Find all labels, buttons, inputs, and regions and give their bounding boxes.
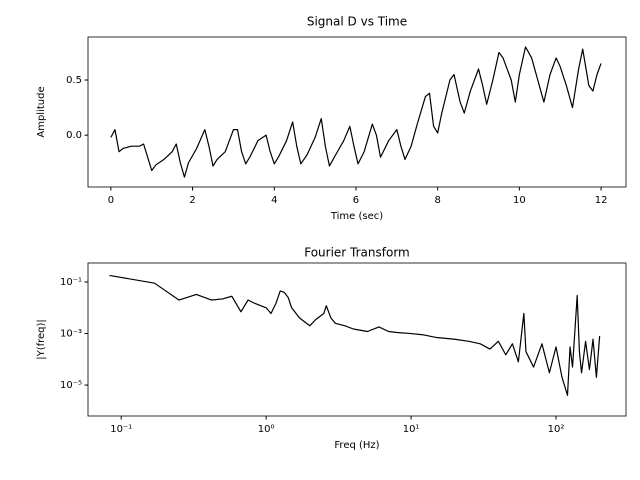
y-axis-label: |Y(freq)| bbox=[36, 319, 47, 360]
x-tick-label: 10¹ bbox=[403, 424, 420, 435]
x-tick-label: 10⁰ bbox=[258, 424, 275, 435]
chart-title: Fourier Transform bbox=[304, 246, 410, 260]
x-tick-label: 8 bbox=[434, 195, 440, 206]
plot-frame bbox=[87, 36, 627, 188]
chart-title: Signal D vs Time bbox=[307, 15, 407, 29]
x-tick-label: 10 bbox=[513, 195, 526, 206]
x-axis-label: Freq (Hz) bbox=[334, 440, 379, 451]
y-tick-label: 10⁻³ bbox=[60, 329, 82, 340]
y-tick-label: 0.5 bbox=[66, 75, 82, 86]
x-tick-label: 10⁻¹ bbox=[110, 424, 132, 435]
data-line bbox=[110, 46, 602, 178]
y-tick-label: 10⁻¹ bbox=[60, 277, 82, 288]
x-tick-label: 2 bbox=[189, 195, 195, 206]
x-tick-label: 12 bbox=[595, 195, 608, 206]
x-axis-label: Time (sec) bbox=[330, 211, 383, 222]
y-axis-label: Amplitude bbox=[36, 86, 47, 137]
data-line bbox=[109, 274, 601, 396]
plot-frame bbox=[87, 262, 627, 417]
x-tick-label: 0 bbox=[108, 195, 114, 206]
x-tick-label: 10² bbox=[548, 424, 565, 435]
x-tick-label: 6 bbox=[353, 195, 359, 206]
x-tick-label: 4 bbox=[271, 195, 277, 206]
y-tick-label: 0.0 bbox=[66, 130, 82, 141]
y-tick-label: 10⁻⁵ bbox=[60, 380, 82, 391]
